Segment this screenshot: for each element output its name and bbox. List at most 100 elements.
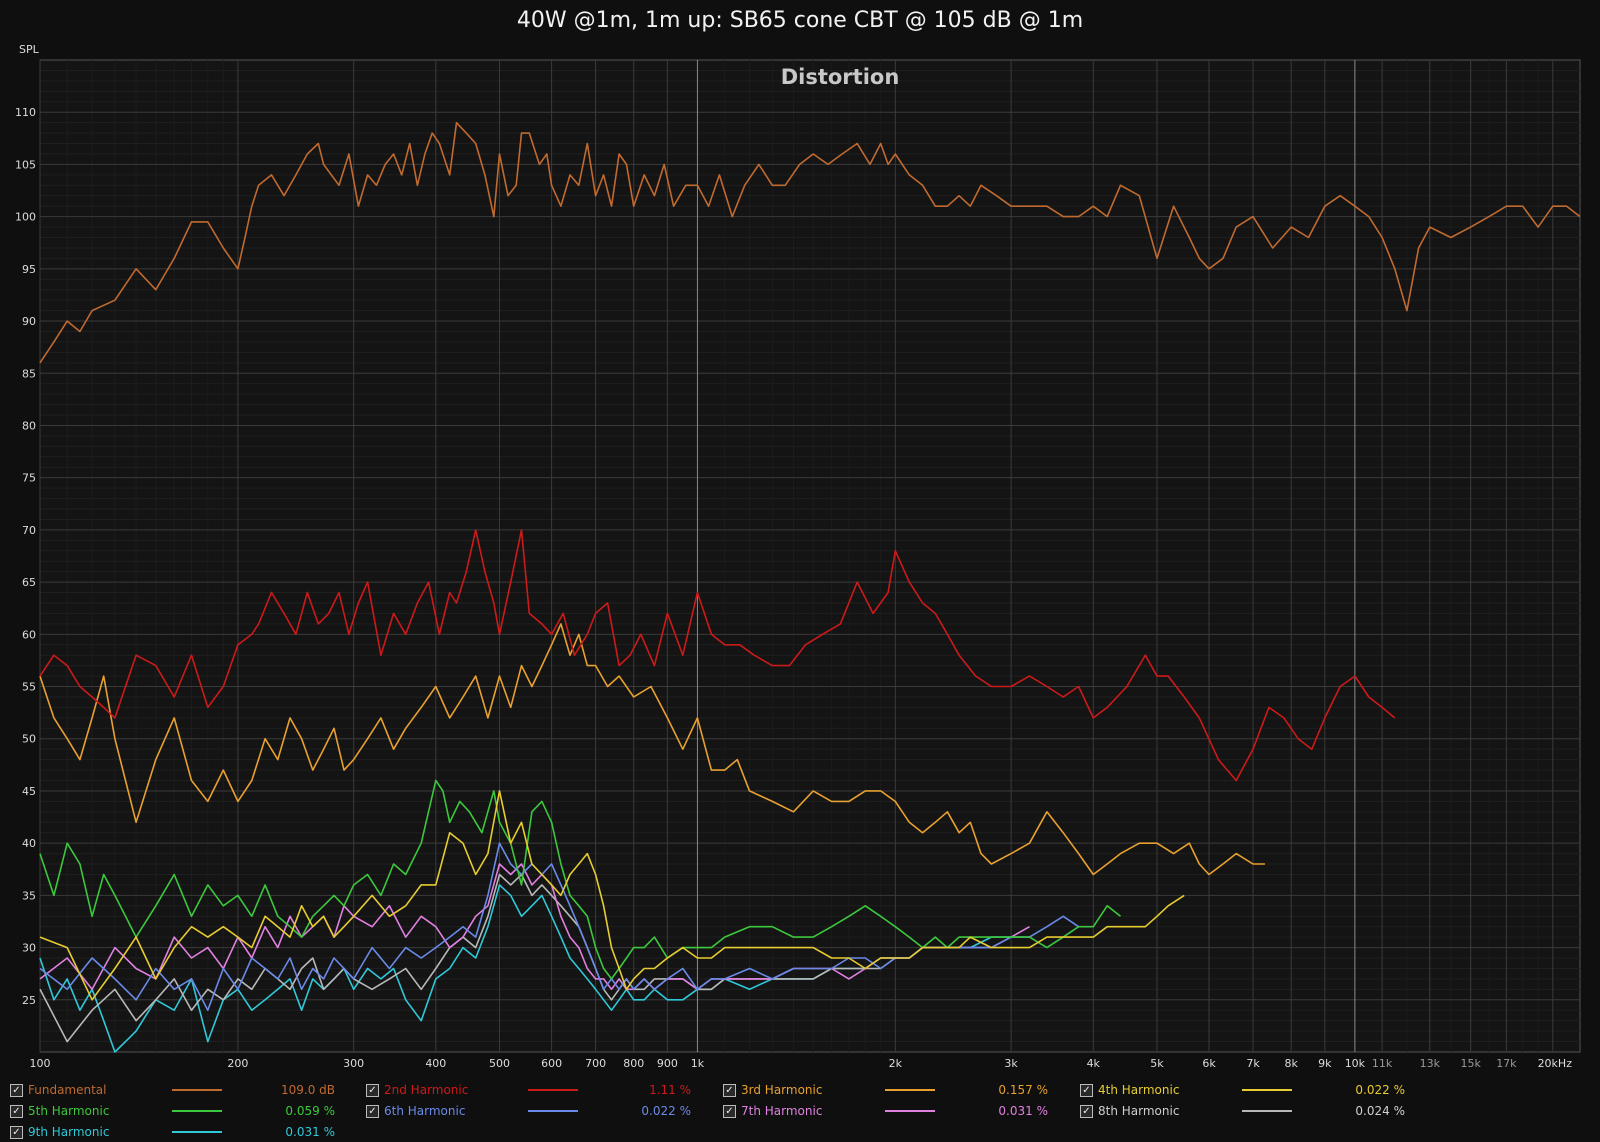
legend-checkbox[interactable]: ✓ [723, 1105, 736, 1118]
x-tick-label: 300 [343, 1057, 364, 1070]
y-tick-label: 80 [22, 419, 36, 432]
x-tick-label: 1k [691, 1057, 705, 1070]
y-tick-label: 60 [22, 628, 36, 641]
legend-checkbox[interactable]: ✓ [1080, 1105, 1093, 1118]
legend-label: 4th Harmonic [1098, 1083, 1180, 1097]
legend-label: 9th Harmonic [28, 1125, 110, 1139]
legend-checkbox[interactable]: ✓ [1080, 1084, 1093, 1097]
legend-item-4th-harmonic[interactable]: ✓ 4th Harmonic 0.022 % [1080, 1080, 1420, 1100]
x-tick-label: 600 [541, 1057, 562, 1070]
window-title: 40W @1m, 1m up: SB65 cone CBT @ 105 dB @… [516, 8, 1084, 33]
legend-swatch [172, 1131, 222, 1133]
x-tick-label: 7k [1246, 1057, 1260, 1070]
legend-checkbox[interactable]: ✓ [10, 1105, 23, 1118]
series-layer [39, 121, 1581, 1053]
x-tick-label: 700 [585, 1057, 606, 1070]
legend-item-8th-harmonic[interactable]: ✓ 8th Harmonic 0.024 % [1080, 1101, 1420, 1121]
legend-swatch [1242, 1110, 1292, 1112]
x-tick-label: 4k [1087, 1057, 1101, 1070]
x-tick-label: 20kHz [1538, 1057, 1573, 1070]
y-tick-label: 100 [15, 211, 36, 224]
legend-item-6th-harmonic[interactable]: ✓ 6th Harmonic 0.022 % [366, 1101, 706, 1121]
x-tick-label: 400 [425, 1057, 446, 1070]
legend-checkbox[interactable]: ✓ [366, 1084, 379, 1097]
legend-checkbox[interactable]: ✓ [723, 1084, 736, 1097]
y-tick-label: 45 [22, 785, 36, 798]
legend-checkbox[interactable]: ✓ [366, 1105, 379, 1118]
legend-swatch [1242, 1089, 1292, 1091]
x-tick-label: 100 [30, 1057, 51, 1070]
legend-item-fundamental[interactable]: ✓ Fundamental 109.0 dB [10, 1080, 350, 1100]
y-tick-label: 105 [15, 158, 36, 171]
chart-title: Distortion [781, 65, 900, 89]
y-tick-label: 70 [22, 524, 36, 537]
legend-value: 0.059 % [285, 1104, 335, 1118]
legend-item-9th-harmonic[interactable]: ✓ 9th Harmonic 0.031 % [10, 1122, 350, 1142]
x-tick-label: 17k [1496, 1057, 1517, 1070]
y-tick-label: 95 [22, 263, 36, 276]
x-tick-label: 6k [1202, 1057, 1216, 1070]
legend-label: Fundamental [28, 1083, 107, 1097]
y-tick-label: 40 [22, 837, 36, 850]
legend-value: 0.031 % [285, 1125, 335, 1139]
y-tick-label: 50 [22, 733, 36, 746]
legend-value: 0.022 % [1355, 1083, 1405, 1097]
x-tick-label: 11k [1372, 1057, 1393, 1070]
legend-checkbox[interactable]: ✓ [10, 1084, 23, 1097]
y-axis-label: SPL [19, 43, 40, 56]
legend-value: 109.0 dB [280, 1083, 335, 1097]
x-tick-label: 8k [1284, 1057, 1298, 1070]
legend-label: 3rd Harmonic [741, 1083, 823, 1097]
legend-value: 0.024 % [1355, 1104, 1405, 1118]
legend-item-7th-harmonic[interactable]: ✓ 7th Harmonic 0.031 % [723, 1101, 1063, 1121]
x-tick-label: 800 [623, 1057, 644, 1070]
legend-item-2nd-harmonic[interactable]: ✓ 2nd Harmonic 1.11 % [366, 1080, 706, 1100]
legend-value: 0.022 % [641, 1104, 691, 1118]
series-line-3rd-harmonic [39, 623, 1265, 876]
legend-swatch [885, 1110, 935, 1112]
x-tick-label: 3k [1004, 1057, 1018, 1070]
y-tick-label: 75 [22, 472, 36, 485]
legend-checkbox[interactable]: ✓ [10, 1126, 23, 1139]
distortion-chart[interactable]: 25 30 35 40 45 50 55 60 65 70 75 80 85 90 95 100 105 110 1… [0, 0, 1600, 1075]
series-line-fundamental [39, 121, 1581, 364]
series-line-6th-harmonic [39, 842, 1080, 1012]
y-tick-label: 85 [22, 367, 36, 380]
y-tick-label: 25 [22, 994, 36, 1007]
legend-label: 8th Harmonic [1098, 1104, 1180, 1118]
legend-item-3rd-harmonic[interactable]: ✓ 3rd Harmonic 0.157 % [723, 1080, 1063, 1100]
x-tick-label: 9k [1318, 1057, 1332, 1070]
legend-label: 2nd Harmonic [384, 1083, 469, 1097]
legend-value: 1.11 % [649, 1083, 691, 1097]
legend-swatch [528, 1110, 578, 1112]
legend-value: 0.031 % [998, 1104, 1048, 1118]
legend-swatch [885, 1089, 935, 1091]
x-tick-label: 15k [1460, 1057, 1481, 1070]
x-tick-label: 500 [489, 1057, 510, 1070]
x-tick-label: 13k [1420, 1057, 1441, 1070]
legend-swatch [172, 1110, 222, 1112]
y-tick-label: 35 [22, 889, 36, 902]
x-tick-label: 900 [657, 1057, 678, 1070]
y-tick-label: 110 [15, 106, 36, 119]
y-tick-label: 30 [22, 942, 36, 955]
legend-label: 5th Harmonic [28, 1104, 110, 1118]
legend-label: 6th Harmonic [384, 1104, 466, 1118]
y-tick-label: 90 [22, 315, 36, 328]
major-grid [39, 60, 1580, 1052]
tick-labels: 25 30 35 40 45 50 55 60 65 70 75 80 85 90 95 100 105 110 1… [15, 106, 1572, 1070]
series-line-5th-harmonic [39, 779, 1121, 980]
x-tick-label: 5k [1150, 1057, 1164, 1070]
legend: ✓ Fundamental 109.0 dB ✓ 2nd Harmonic 1.11 % ✓… [0, 1076, 1600, 1142]
legend-item-5th-harmonic[interactable]: ✓ 5th Harmonic 0.059 % [10, 1101, 350, 1121]
series-line-4th-harmonic [39, 790, 1185, 1001]
series-line-8th-harmonic [39, 873, 896, 1043]
legend-swatch [172, 1089, 222, 1091]
y-tick-label: 65 [22, 576, 36, 589]
legend-value: 0.157 % [998, 1083, 1048, 1097]
legend-label: 7th Harmonic [741, 1104, 823, 1118]
legend-swatch [528, 1089, 578, 1091]
x-tick-label: 200 [227, 1057, 248, 1070]
y-tick-label: 55 [22, 681, 36, 694]
series-line-2nd-harmonic [39, 529, 1396, 782]
